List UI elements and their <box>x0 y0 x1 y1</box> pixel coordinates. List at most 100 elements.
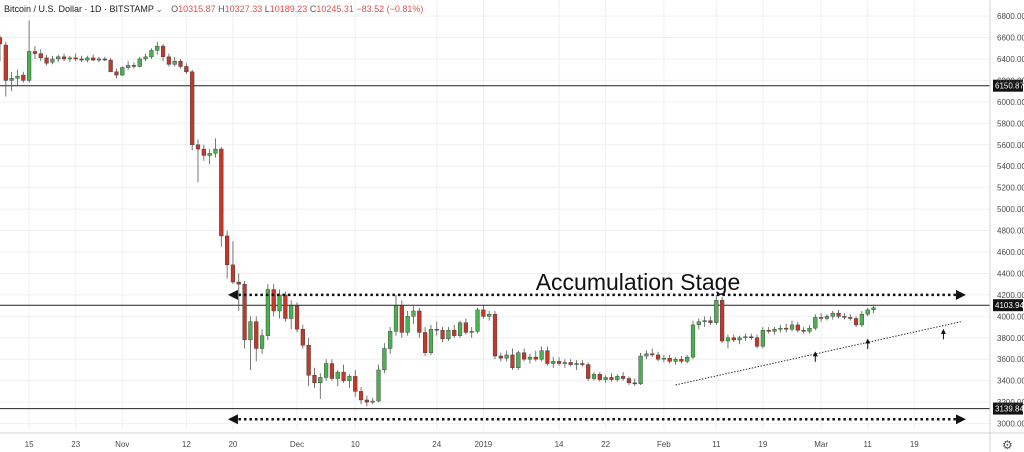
candle-body <box>254 321 259 349</box>
candle-body <box>61 56 67 60</box>
candle-body <box>469 331 474 333</box>
y-tick-label: 6800.00 <box>997 12 1024 21</box>
level-label-bg <box>993 299 1023 312</box>
candle-body <box>446 330 451 340</box>
candle-body <box>353 376 358 392</box>
candle-body <box>114 71 119 76</box>
y-tick-label: 3600.00 <box>997 355 1024 364</box>
candle-body <box>795 324 800 331</box>
candle-body <box>3 44 8 81</box>
candle-body <box>510 354 515 369</box>
symbol-title[interactable]: Bitcoin / U.S. Dollar · 1D · BITSTAMP <box>4 4 154 14</box>
candle-body <box>417 310 422 333</box>
candle-body <box>289 305 294 319</box>
candle-body <box>79 58 84 61</box>
candle-body <box>574 363 579 365</box>
candles <box>0 20 876 407</box>
close-label: C <box>309 4 317 14</box>
candle-body <box>801 330 806 332</box>
candle-body <box>626 378 632 384</box>
candle-body <box>56 56 61 60</box>
symbol-header[interactable]: Bitcoin / U.S. Dollar · 1D · BITSTAMP ⌄ O… <box>4 4 423 14</box>
y-tick-label: 4400.00 <box>997 269 1024 278</box>
candle-body <box>324 363 329 378</box>
candle-body <box>283 294 288 319</box>
candle-body <box>120 67 125 76</box>
candle-body <box>836 312 841 317</box>
x-tick-label: 14 <box>555 440 564 449</box>
candle-body <box>609 377 614 380</box>
candle-body <box>632 382 637 385</box>
candle-body <box>166 56 171 65</box>
x-tick-label: 12 <box>182 440 191 449</box>
candle-body <box>586 364 591 379</box>
level-label: 4103.94 <box>995 301 1024 310</box>
candle-body <box>149 50 154 58</box>
candle-body <box>195 144 201 150</box>
candle-body <box>242 283 247 341</box>
chevron-down-icon[interactable]: ⌄ <box>155 5 163 14</box>
candle-body <box>615 376 620 380</box>
candle-body <box>766 330 771 332</box>
candle-body <box>621 376 626 379</box>
candle-body <box>667 357 672 362</box>
candle-body <box>679 359 684 362</box>
candle-body <box>91 57 96 61</box>
high-value: 10327.33 <box>224 4 263 14</box>
candle-body <box>819 317 824 319</box>
candle-body <box>824 316 830 319</box>
candle-body <box>784 327 789 330</box>
candle-body <box>335 371 340 379</box>
candle-body <box>230 264 236 283</box>
high-label: H <box>218 4 225 14</box>
candle-body <box>160 45 166 58</box>
candle-body <box>259 335 265 349</box>
x-tick-label: 22 <box>601 440 610 449</box>
candle-body <box>428 329 434 353</box>
candle-body <box>655 354 661 360</box>
candle-body <box>731 337 736 341</box>
candle-body <box>597 374 602 380</box>
candle-body <box>463 322 468 333</box>
candle-body <box>399 305 404 333</box>
candle-body <box>376 369 381 402</box>
gear-icon[interactable]: ⚙ <box>1002 438 1013 452</box>
candle-body <box>545 350 550 364</box>
candle-body <box>539 350 544 360</box>
candle-body <box>96 58 102 61</box>
y-tick-label: 3200.00 <box>997 398 1024 407</box>
candle-body <box>591 374 597 379</box>
candle-body <box>405 316 410 333</box>
time-axis[interactable]: 15 23 Nov 12 20 Dec 10 24 2019 14 22 Feb 11 19 Mar 11 19 <box>0 432 1024 449</box>
candle-body <box>772 329 777 332</box>
y-tick-label: 5200.00 <box>997 184 1024 193</box>
candle-body <box>67 57 72 60</box>
y-tick-label: 6200.00 <box>997 76 1024 85</box>
candle-body <box>673 359 678 362</box>
candle-body <box>306 345 311 376</box>
y-tick-label: 5800.00 <box>997 119 1024 128</box>
x-tick-label: Dec <box>290 440 304 449</box>
annotations <box>227 289 966 425</box>
x-tick-label: Feb <box>657 440 671 449</box>
candle-body <box>533 356 538 360</box>
candle-body <box>556 361 562 364</box>
y-tick-label: 5000.00 <box>997 205 1024 214</box>
level-label: 6150.87 <box>995 82 1024 91</box>
candle-body <box>754 337 760 347</box>
trendline <box>675 321 961 386</box>
open-label: O <box>171 4 179 14</box>
x-tick-label: 15 <box>25 440 34 449</box>
candle-body <box>137 58 142 67</box>
x-tick-label: 11 <box>712 440 721 449</box>
candle-body <box>644 353 649 357</box>
candle-body <box>411 310 416 317</box>
candle-body <box>737 337 742 341</box>
y-tick-label: 5600.00 <box>997 141 1024 150</box>
candle-body <box>853 318 859 326</box>
candle-body <box>248 321 253 341</box>
candle-body <box>457 322 463 336</box>
price-axis[interactable]: 6800.00 6600.00 6400.00 6200.00 6000.00 5800.… <box>989 0 1024 452</box>
y-tick-label: 3400.00 <box>997 377 1024 386</box>
